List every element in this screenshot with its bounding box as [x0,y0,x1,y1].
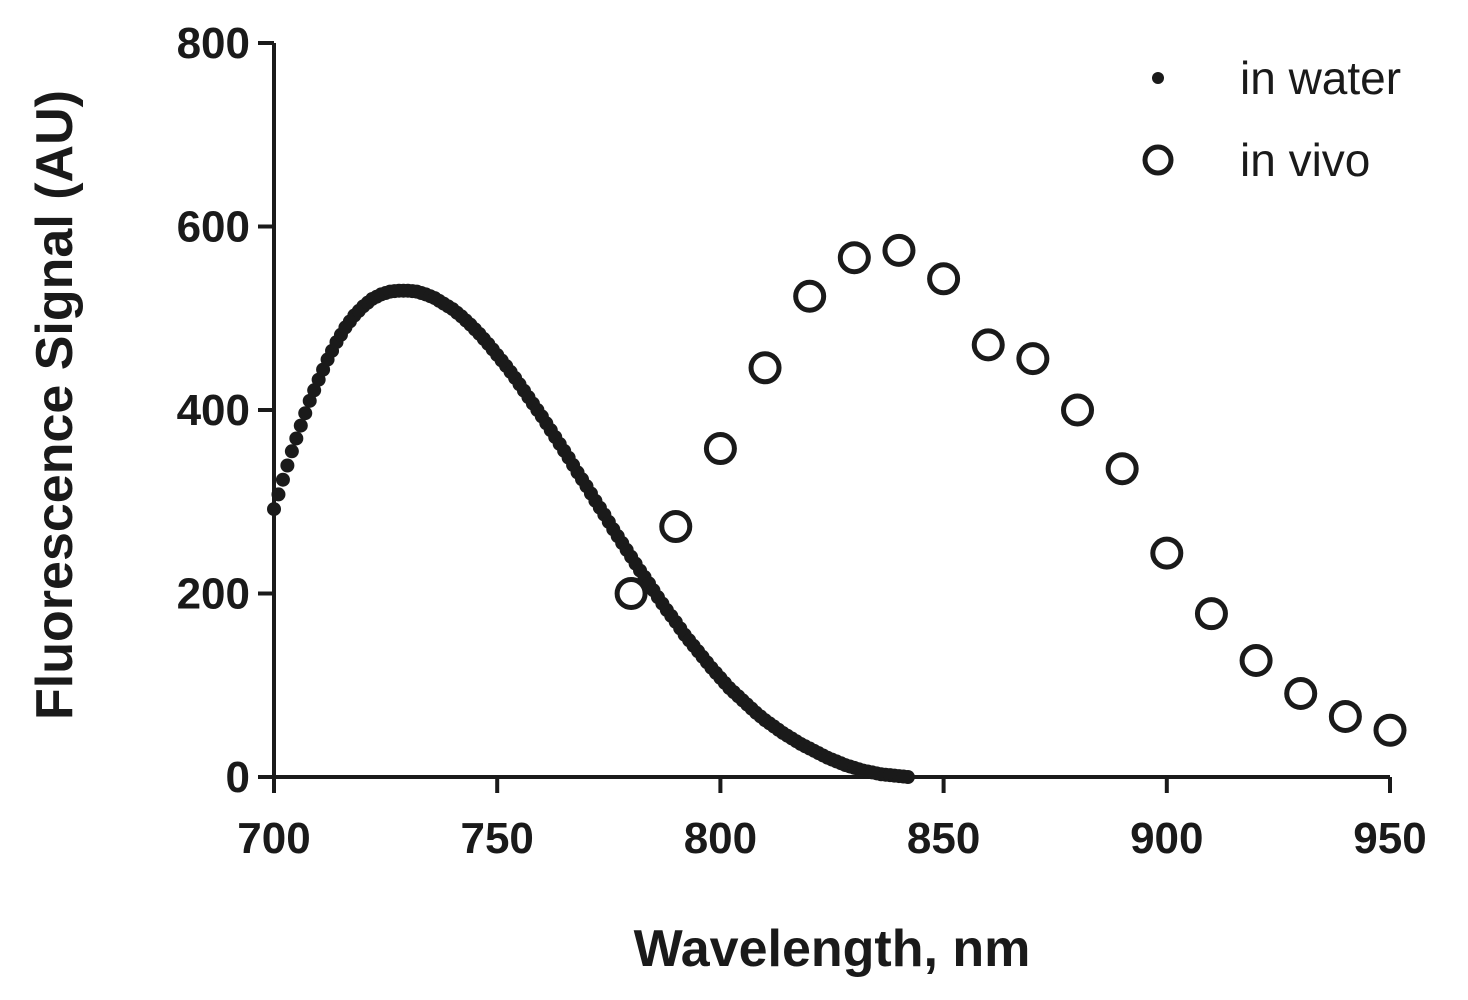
in-vivo-point [927,262,961,296]
in-vivo-point [793,279,827,313]
y-tick-label: 200 [177,570,250,619]
in-vivo-point [1284,677,1318,711]
in-vivo-point [1105,452,1139,486]
x-tick-label: 950 [1353,814,1426,863]
y-tick-label: 600 [177,203,250,252]
legend-label-in-water: in water [1240,52,1401,104]
in-vivo-point [748,351,782,385]
y-axis-ticks: 0 200 400 600 800 [177,19,274,802]
in-vivo-point [1150,536,1184,570]
in-vivo-point [1016,342,1050,376]
legend-label-in-vivo: in vivo [1240,134,1370,186]
y-axis-title: Fluorescence Signal (AU) [26,90,84,720]
in-water-point [298,406,313,421]
in-vivo-point [659,510,693,544]
in-vivo-point [1194,597,1228,631]
in-water-point [307,383,322,398]
x-tick-label: 750 [460,814,533,863]
y-tick-label: 0 [226,753,250,802]
x-tick-label: 900 [1130,814,1203,863]
in-water-point [284,444,299,459]
in-vivo-point [1239,643,1273,677]
in-vivo-point [1328,699,1362,733]
legend-marker-in-vivo [1142,144,1174,176]
in-vivo-point [1061,393,1095,427]
legend: in water in vivo [1142,52,1401,186]
in-vivo-point [971,328,1005,362]
in-water-point [267,502,281,517]
in-vivo-point [614,577,648,610]
series-in-water [267,283,915,784]
in-water-point [275,472,290,487]
in-water-point [271,487,286,502]
y-tick-label: 400 [177,386,250,435]
in-vivo-point [837,241,871,275]
x-axis-ticks: 700 750 800 850 900 950 [237,777,1427,863]
in-vivo-point [882,233,916,267]
axes: 0 200 400 600 800 700 750 800 850 900 950 [177,19,1427,863]
in-vivo-point [703,432,737,466]
in-vivo-point [1373,713,1407,747]
x-tick-label: 850 [907,814,980,863]
in-water-point [280,458,295,473]
x-tick-label: 800 [684,814,757,863]
in-water-point [302,393,317,408]
in-water-point [293,418,308,433]
in-water-point [900,770,915,784]
series-in-vivo [614,233,1407,747]
x-axis-title: Wavelength, nm [634,920,1031,978]
x-tick-label: 700 [237,814,310,863]
y-tick-label: 800 [177,19,250,68]
in-water-point [289,431,304,446]
legend-marker-in-water [1152,72,1164,84]
